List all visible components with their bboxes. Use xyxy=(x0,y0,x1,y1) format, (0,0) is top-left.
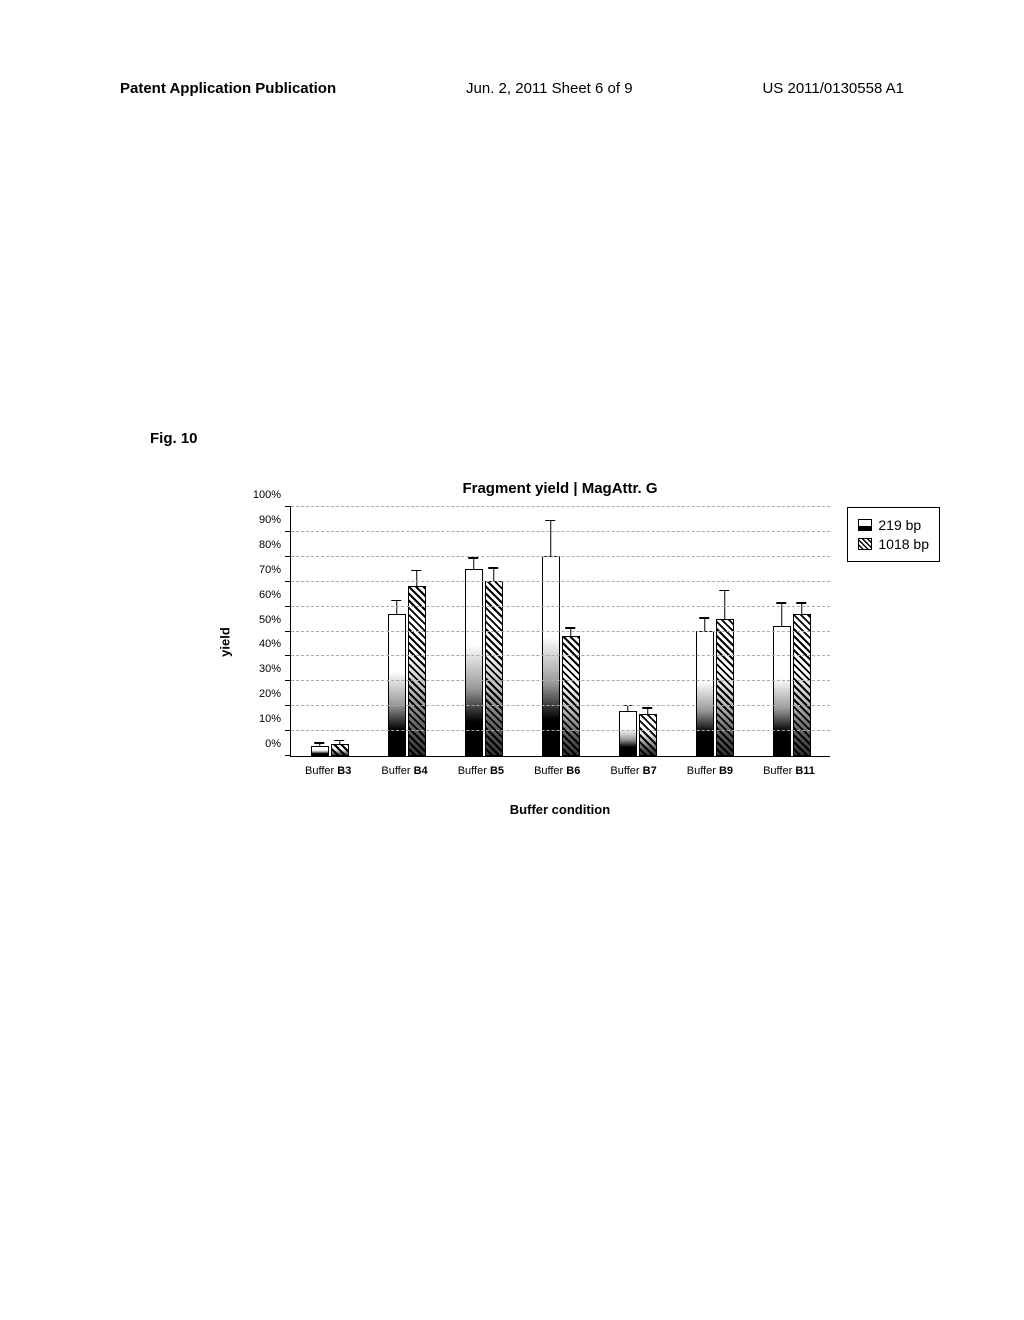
error-bar xyxy=(724,590,726,620)
bar-219bp xyxy=(311,746,329,756)
y-tick-label: 20% xyxy=(259,688,281,700)
error-cap xyxy=(315,742,325,744)
error-bar xyxy=(319,742,321,747)
legend-label-1018bp: 1018 bp xyxy=(878,536,929,552)
bar-1018bp xyxy=(716,619,734,757)
header-patent-number: US 2011/0130558 A1 xyxy=(762,80,904,97)
bar-group xyxy=(773,614,811,757)
gridline xyxy=(291,655,830,656)
error-bar xyxy=(416,570,418,588)
error-cap xyxy=(412,570,422,572)
y-tick xyxy=(285,581,291,582)
y-tick xyxy=(285,506,291,507)
y-tick xyxy=(285,606,291,607)
y-tick-label: 90% xyxy=(259,514,281,526)
error-bar xyxy=(801,602,803,615)
y-tick xyxy=(285,680,291,681)
bar-219bp xyxy=(388,614,406,757)
x-tick-label: Buffer B7 xyxy=(610,765,656,777)
error-cap xyxy=(546,520,556,522)
bar-group xyxy=(465,569,503,757)
error-bar xyxy=(396,600,398,615)
page-header: Patent Application Publication Jun. 2, 2… xyxy=(0,80,1024,97)
x-tick-label: Buffer B6 xyxy=(534,765,580,777)
x-tick-label: Buffer B4 xyxy=(381,765,427,777)
y-tick xyxy=(285,556,291,557)
error-cap xyxy=(720,590,730,592)
legend-item-1018bp: 1018 bp xyxy=(858,536,929,552)
bars-container xyxy=(291,507,830,756)
error-bar xyxy=(473,557,475,570)
y-tick xyxy=(285,705,291,706)
gridline xyxy=(291,556,830,557)
error-cap xyxy=(469,557,479,559)
error-cap xyxy=(700,617,710,619)
error-cap xyxy=(392,600,402,602)
y-tick xyxy=(285,531,291,532)
bar-219bp xyxy=(465,569,483,757)
bar-1018bp xyxy=(793,614,811,757)
bar-group xyxy=(696,619,734,757)
legend-label-219bp: 219 bp xyxy=(878,517,921,533)
error-cap xyxy=(489,567,499,569)
error-cap xyxy=(643,707,653,709)
bar-1018bp xyxy=(331,744,349,757)
error-bar xyxy=(339,740,341,745)
y-tick-label: 70% xyxy=(259,564,281,576)
error-bar xyxy=(570,627,572,637)
legend-swatch-1018bp xyxy=(858,538,872,550)
error-bar xyxy=(550,520,552,558)
y-tick-label: 30% xyxy=(259,663,281,675)
y-tick-label: 40% xyxy=(259,638,281,650)
bar-219bp xyxy=(619,711,637,756)
figure-label: Fig. 10 xyxy=(150,430,198,447)
gridline xyxy=(291,680,830,681)
error-cap xyxy=(777,602,787,604)
gridline xyxy=(291,705,830,706)
gridline xyxy=(291,631,830,632)
error-bar xyxy=(647,707,649,715)
chart-legend: 219 bp 1018 bp xyxy=(847,507,940,562)
y-tick-label: 60% xyxy=(259,589,281,601)
bar-group xyxy=(311,744,349,757)
gridline xyxy=(291,606,830,607)
chart-plot-area: yield 0%10%20%30%40%50%60%70%80%90%100% … xyxy=(240,507,880,777)
error-cap xyxy=(566,627,576,629)
y-axis-title: yield xyxy=(217,627,232,657)
gridline xyxy=(291,730,830,731)
header-date-sheet: Jun. 2, 2011 Sheet 6 of 9 xyxy=(466,80,633,97)
legend-swatch-219bp xyxy=(858,519,872,531)
bar-group xyxy=(619,711,657,756)
error-cap xyxy=(797,602,807,604)
y-tick xyxy=(285,755,291,756)
y-tick xyxy=(285,730,291,731)
y-tick-label: 10% xyxy=(259,713,281,725)
x-tick-label: Buffer B5 xyxy=(458,765,504,777)
y-tick-label: 0% xyxy=(265,738,281,750)
plot-region: 0%10%20%30%40%50%60%70%80%90%100% xyxy=(290,507,830,757)
y-tick-label: 50% xyxy=(259,614,281,626)
gridline xyxy=(291,581,830,582)
gridline xyxy=(291,531,830,532)
bar-219bp xyxy=(773,626,791,756)
gridline xyxy=(291,506,830,507)
bar-1018bp xyxy=(562,636,580,756)
bar-219bp xyxy=(696,631,714,756)
chart-title: Fragment yield | MagAttr. G xyxy=(180,480,880,497)
bar-chart: Fragment yield | MagAttr. G yield 0%10%2… xyxy=(180,480,880,817)
y-tick xyxy=(285,655,291,656)
x-tick-label: Buffer B9 xyxy=(687,765,733,777)
x-axis-title: Buffer condition xyxy=(180,802,880,817)
y-tick-label: 80% xyxy=(259,539,281,551)
x-tick-label: Buffer B11 xyxy=(763,765,815,777)
legend-item-219bp: 219 bp xyxy=(858,517,929,533)
y-tick xyxy=(285,631,291,632)
x-axis-labels: Buffer B3 Buffer B4 Buffer B5 Buffer B6 Buff… xyxy=(290,765,830,777)
x-tick-label: Buffer B3 xyxy=(305,765,351,777)
y-tick-label: 100% xyxy=(253,489,281,501)
bar-1018bp xyxy=(639,714,657,757)
header-publication: Patent Application Publication xyxy=(120,80,336,97)
error-cap xyxy=(335,740,345,742)
